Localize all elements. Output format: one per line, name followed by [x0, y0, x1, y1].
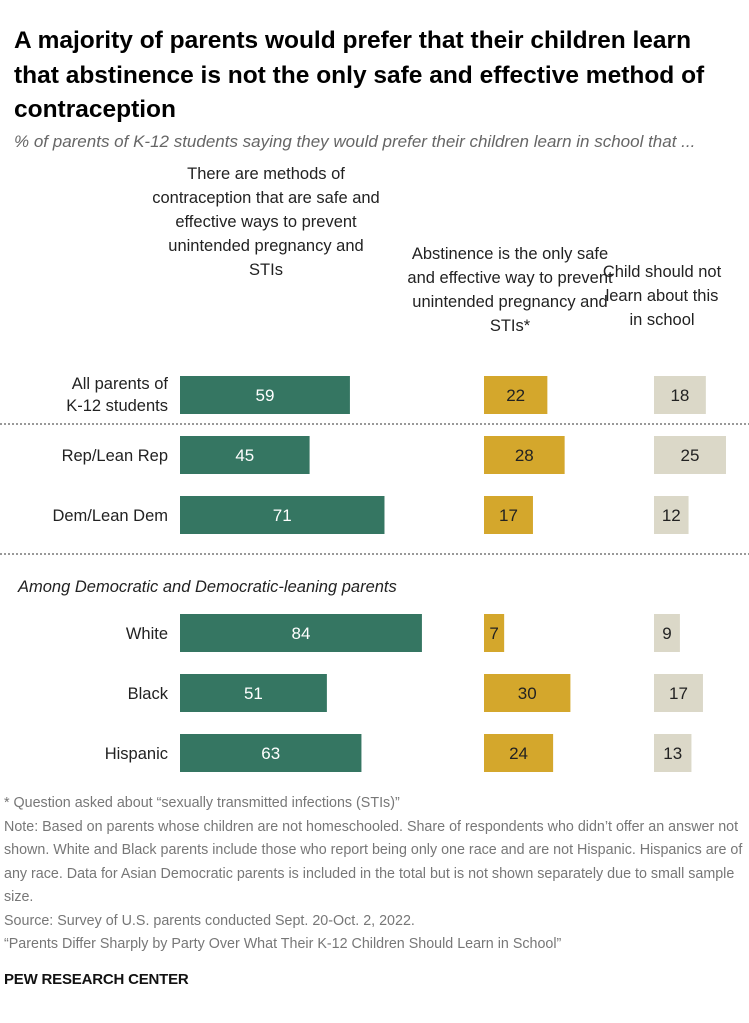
bar: [654, 436, 726, 474]
bar: [180, 734, 362, 772]
data-label: 45: [235, 446, 254, 465]
bar: [484, 674, 571, 712]
data-label: 24: [509, 744, 528, 763]
bar: [180, 674, 327, 712]
data-label: 71: [273, 506, 292, 525]
bar: [484, 436, 565, 474]
data-label: 18: [670, 386, 689, 405]
bar: [654, 674, 703, 712]
data-label: 9: [662, 624, 671, 643]
data-label: 28: [515, 446, 534, 465]
bar: [180, 496, 385, 534]
bar: [180, 614, 422, 652]
column-header-not-learn: Child should not learn about this in sch…: [602, 263, 722, 329]
category-label: Dem/Lean Dem: [52, 507, 168, 525]
data-label: 51: [244, 684, 263, 703]
data-label: 17: [669, 684, 688, 703]
data-label: 13: [663, 744, 682, 763]
group-label: Among Democratic and Democratic-leaning …: [17, 578, 397, 596]
data-label: 84: [291, 624, 310, 643]
bar: [484, 496, 533, 534]
data-label: 17: [499, 506, 518, 525]
bar-chart: All parents of K-12 students 59 22 18 Rep/Lea…: [0, 375, 749, 772]
data-label: 12: [662, 506, 681, 525]
data-label: 63: [261, 744, 280, 763]
pew-logo-text: PEW RESEARCH CENTER: [4, 971, 189, 988]
data-label: 30: [518, 684, 537, 703]
footnote-source: Source: Survey of U.S. parents conducted…: [4, 912, 415, 929]
footnote-report-title: “Parents Differ Sharply by Party Over Wh…: [4, 936, 562, 952]
chart-title: A majority of parents would prefer that …: [14, 27, 705, 123]
column-header-abstinence: Abstinence is the only safe and effectiv…: [407, 245, 613, 335]
bar: [180, 436, 310, 474]
footnote-note: Note: Based on parents whose children ar…: [4, 818, 743, 906]
bar: [484, 734, 554, 772]
category-label: All parents of K-12 students: [66, 375, 168, 415]
category-label: Black: [128, 685, 169, 703]
data-label: 25: [681, 446, 700, 465]
bar: [654, 614, 680, 652]
data-label: 7: [489, 624, 498, 643]
data-label: 22: [506, 386, 525, 405]
footnote-asterisk: * Question asked about “sexually transmi…: [4, 795, 400, 811]
category-label: White: [126, 625, 168, 643]
bar: [654, 734, 692, 772]
bar: [180, 376, 350, 414]
bar: [654, 496, 689, 534]
footnotes: * Question asked about “sexually transmi…: [4, 792, 749, 957]
bar: [484, 376, 548, 414]
bar: [654, 376, 706, 414]
bar: [484, 614, 505, 652]
chart-subtitle: % of parents of K-12 students saying the…: [14, 132, 696, 151]
category-label: Rep/Lean Rep: [62, 447, 168, 465]
category-label: Hispanic: [105, 745, 168, 763]
column-header-safe-methods: There are methods of contraception that …: [152, 165, 380, 279]
data-label: 59: [255, 386, 274, 405]
